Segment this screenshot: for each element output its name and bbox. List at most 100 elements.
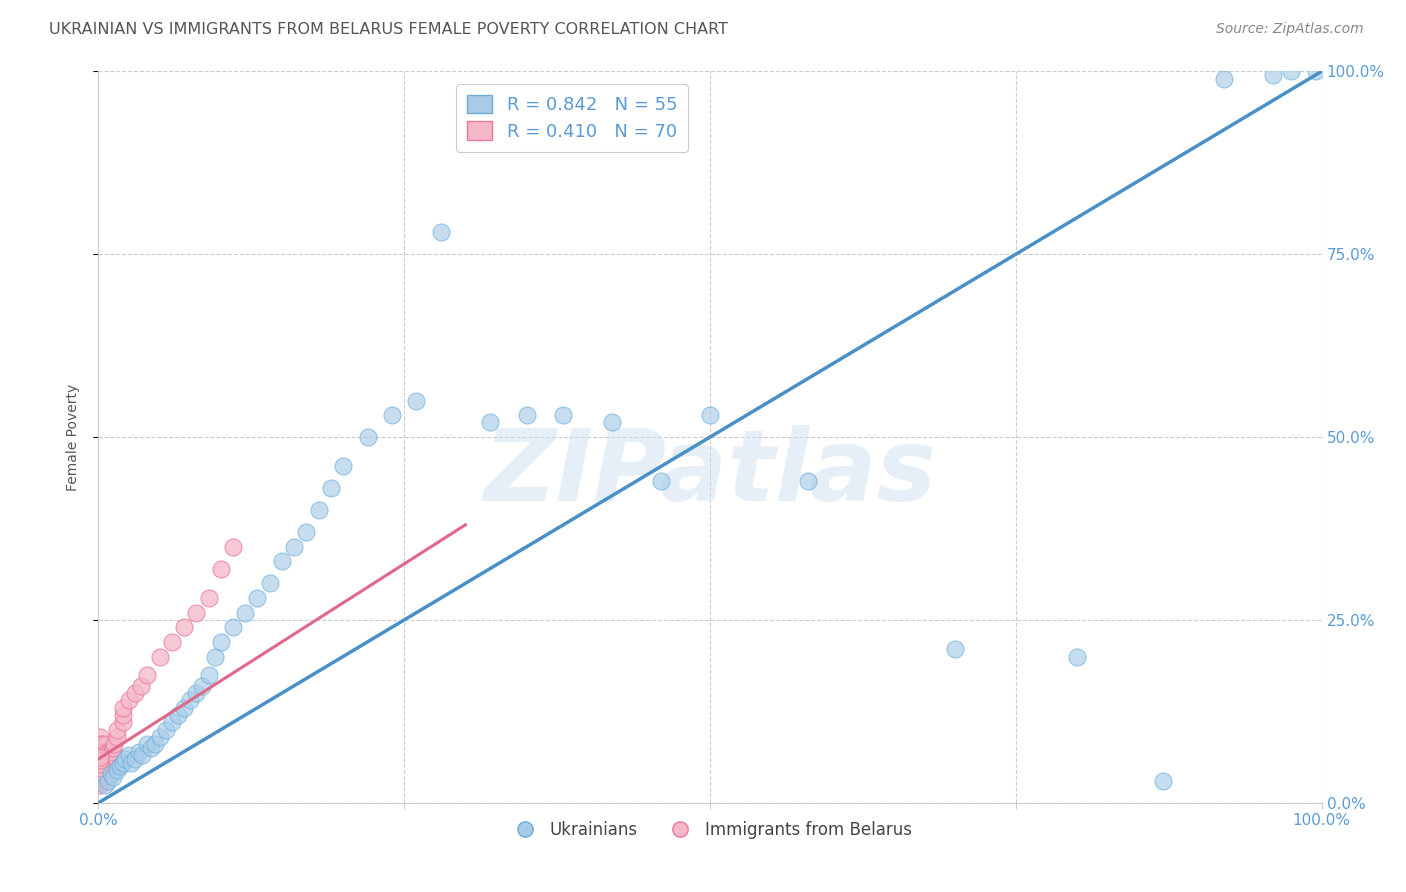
Point: [114, 752, 136, 766]
Point: [101, 770, 124, 784]
Point: [160, 635, 183, 649]
Point: [90, 737, 112, 751]
Point: [173, 700, 195, 714]
Point: [93, 745, 115, 759]
Point: [91, 752, 114, 766]
Point: [93, 756, 115, 770]
Point: [111, 715, 134, 730]
Point: [1261, 68, 1284, 82]
Point: [143, 737, 166, 751]
Point: [136, 667, 159, 681]
Point: [93, 759, 115, 773]
Point: [93, 752, 115, 766]
Point: [1066, 649, 1088, 664]
Point: [283, 540, 305, 554]
Point: [89, 748, 111, 763]
Point: [96, 759, 118, 773]
Point: [259, 576, 281, 591]
Point: [124, 686, 146, 700]
Point: [91, 759, 114, 773]
Point: [103, 737, 125, 751]
Point: [91, 745, 114, 759]
Point: [129, 679, 152, 693]
Point: [136, 737, 159, 751]
Point: [111, 756, 134, 770]
Point: [332, 459, 354, 474]
Point: [186, 686, 208, 700]
Point: [105, 730, 128, 744]
Point: [246, 591, 269, 605]
Legend: Ukrainians, Immigrants from Belarus: Ukrainians, Immigrants from Belarus: [502, 814, 918, 846]
Point: [197, 591, 219, 605]
Point: [94, 748, 117, 763]
Point: [110, 759, 132, 773]
Point: [93, 778, 115, 792]
Point: [943, 642, 966, 657]
Point: [101, 740, 124, 755]
Point: [204, 649, 226, 664]
Point: [89, 737, 111, 751]
Point: [131, 748, 153, 763]
Point: [295, 525, 318, 540]
Point: [167, 708, 190, 723]
Point: [89, 763, 111, 777]
Point: [430, 225, 453, 239]
Point: [128, 745, 150, 759]
Point: [93, 766, 115, 780]
Point: [89, 765, 111, 780]
Point: [270, 554, 294, 568]
Point: [96, 752, 118, 766]
Point: [89, 759, 111, 773]
Point: [89, 730, 111, 744]
Point: [91, 766, 114, 780]
Point: [89, 772, 111, 787]
Point: [98, 752, 121, 766]
Point: [179, 693, 201, 707]
Point: [90, 759, 112, 773]
Point: [91, 745, 114, 759]
Point: [553, 408, 575, 422]
Point: [111, 700, 134, 714]
Point: [233, 606, 256, 620]
Point: [90, 745, 112, 759]
Point: [197, 667, 219, 681]
Point: [105, 723, 128, 737]
Point: [209, 635, 232, 649]
Point: [89, 756, 111, 770]
Point: [91, 759, 114, 773]
Point: [89, 740, 111, 755]
Point: [191, 679, 214, 693]
Point: [89, 761, 111, 775]
Point: [155, 723, 177, 737]
Point: [118, 748, 141, 763]
Point: [97, 756, 120, 770]
Point: [101, 745, 124, 759]
Point: [111, 708, 134, 723]
Point: [89, 749, 111, 764]
Point: [1279, 64, 1302, 78]
Point: [120, 756, 142, 770]
Text: ZIPatlas: ZIPatlas: [484, 425, 936, 522]
Point: [149, 730, 172, 744]
Point: [381, 408, 404, 422]
Point: [89, 775, 111, 789]
Point: [356, 430, 378, 444]
Point: [89, 778, 111, 792]
Point: [90, 766, 112, 780]
Point: [600, 416, 623, 430]
Point: [100, 748, 122, 763]
Point: [1152, 773, 1174, 788]
Point: [186, 606, 208, 620]
Point: [173, 620, 195, 634]
Point: [96, 745, 118, 759]
Point: [89, 752, 111, 766]
Point: [94, 756, 117, 770]
Point: [90, 752, 112, 766]
Point: [89, 766, 111, 780]
Point: [97, 773, 120, 788]
Point: [89, 768, 111, 782]
Point: [139, 740, 162, 755]
Point: [94, 763, 117, 777]
Point: [90, 763, 112, 777]
Point: [105, 763, 128, 777]
